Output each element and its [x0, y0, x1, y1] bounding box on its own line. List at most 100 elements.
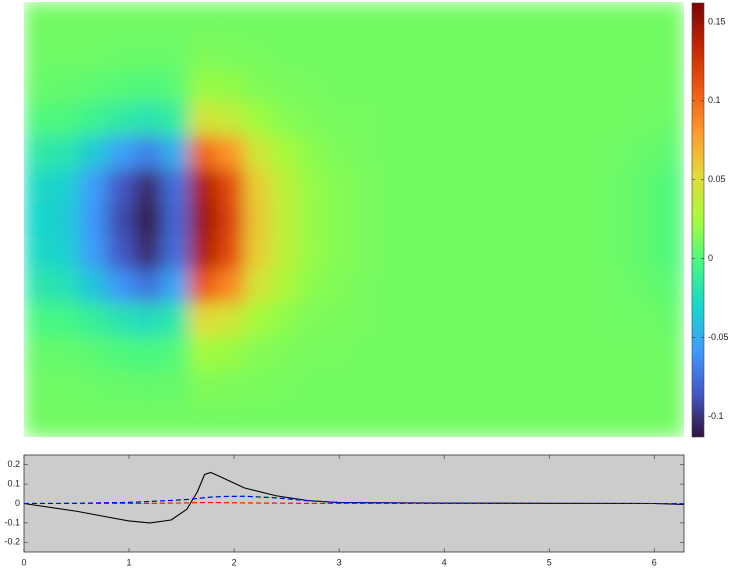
- heatmap-cell: [216, 68, 245, 103]
- heatmap-cell: [51, 35, 80, 70]
- heatmap-cell: [464, 336, 493, 371]
- heatmap-cell: [189, 35, 218, 70]
- heatmap-cell: [51, 102, 80, 137]
- series-line: [23, 471, 684, 524]
- heatmap-cell: [546, 269, 575, 304]
- heatmap-cell: [546, 336, 575, 371]
- heatmap-cell: [106, 135, 135, 170]
- heatmap-cell: [79, 236, 108, 271]
- heatmap-cell: [189, 269, 218, 304]
- heatmap-cell: [51, 202, 80, 237]
- heatmap-cell: [546, 202, 575, 237]
- heatmap-cell: [546, 135, 575, 170]
- heatmap-cell: [244, 202, 273, 237]
- heatmap-cell: [79, 169, 108, 204]
- heatmap-cell: [24, 236, 53, 271]
- heatmap-cell: [601, 202, 630, 237]
- heatmap-cell: [134, 202, 163, 237]
- heatmap-cell: [24, 102, 53, 137]
- heatmap-cell: [381, 202, 410, 237]
- heatmap-cell: [161, 35, 190, 70]
- heatmap-cell: [134, 370, 163, 405]
- heatmap-cell: [24, 35, 53, 70]
- heatmap-cell: [134, 2, 163, 37]
- heatmap-cell: [216, 403, 245, 437]
- colorbar-tick-label: 0.15: [708, 16, 726, 26]
- heatmap-cell: [216, 202, 245, 237]
- heatmap-cell: [409, 269, 438, 304]
- heatmap-cell: [106, 68, 135, 103]
- series-line: [23, 495, 684, 505]
- heatmap-cell: [271, 2, 300, 37]
- heatmap-cell: [326, 2, 355, 37]
- heatmap-cell: [546, 236, 575, 271]
- heatmap-cell: [244, 269, 273, 304]
- heatmap-cell: [381, 403, 410, 437]
- heatmap-cell: [436, 303, 465, 338]
- heatmap-cell: [546, 403, 575, 437]
- heatmap-cell: [656, 236, 684, 271]
- heatmap-cell: [161, 202, 190, 237]
- heatmap-cell: [161, 303, 190, 338]
- heatmap-cell: [546, 370, 575, 405]
- heatmap-cell: [161, 403, 190, 437]
- heatmap-cell: [601, 303, 630, 338]
- line-plot: -0.2 -0.1 0 0.1 0.2 0 1 2 3 4 5 6: [4, 454, 685, 567]
- heatmap-cell: [656, 336, 684, 371]
- heatmap-cell: [326, 236, 355, 271]
- heatmap-cell: [574, 2, 603, 37]
- heatmap-cell: [24, 202, 53, 237]
- heatmap-cell: [436, 370, 465, 405]
- heatmap-cell: [189, 336, 218, 371]
- heatmap-cell: [601, 102, 630, 137]
- heatmap-cell: [51, 135, 80, 170]
- colorbar-tick-label: -0.1: [708, 411, 724, 421]
- x-tick-label: 1: [127, 557, 132, 567]
- heatmap-cell: [299, 102, 328, 137]
- heatmap-cell: [189, 370, 218, 405]
- heatmap-cell: [216, 336, 245, 371]
- heatmap-cell: [629, 169, 658, 204]
- heatmap-cell: [134, 236, 163, 271]
- heatmap-cell: [601, 336, 630, 371]
- heatmap-cell: [216, 2, 245, 37]
- heatmap-cell: [24, 336, 53, 371]
- x-tick-label: 2: [232, 557, 237, 567]
- heatmap-cell: [491, 236, 520, 271]
- heatmap-cell: [464, 102, 493, 137]
- heatmap-cell: [436, 102, 465, 137]
- heatmap-cell: [546, 68, 575, 103]
- heatmap-cell: [79, 370, 108, 405]
- heatmap-cell: [271, 236, 300, 271]
- heatmap-cell: [134, 403, 163, 437]
- heatmap-cell: [189, 236, 218, 271]
- heatmap-cell: [519, 2, 548, 37]
- heatmap-cell: [79, 202, 108, 237]
- heatmap-cell: [326, 336, 355, 371]
- heatmap-cell: [106, 236, 135, 271]
- heatmap-cell: [271, 169, 300, 204]
- heatmap-cell: [189, 68, 218, 103]
- heatmap-cell: [134, 102, 163, 137]
- heatmap-cell: [574, 236, 603, 271]
- heatmap-cell: [51, 2, 80, 37]
- heatmap-cell: [24, 169, 53, 204]
- heatmap-cell: [601, 236, 630, 271]
- heatmap-cell: [574, 68, 603, 103]
- y-tick-label: 0.2: [7, 459, 20, 469]
- heatmap-cell: [299, 336, 328, 371]
- heatmap-cell: [491, 35, 520, 70]
- heatmap-cell: [574, 269, 603, 304]
- colorbar-tick-label: 0.05: [708, 174, 726, 184]
- heatmap-cell: [106, 403, 135, 437]
- heatmap-cell: [271, 370, 300, 405]
- heatmap-cell: [354, 202, 383, 237]
- heatmap-cell: [629, 303, 658, 338]
- heatmap-cell: [519, 35, 548, 70]
- heatmap-cell: [381, 336, 410, 371]
- heatmap-cell: [189, 102, 218, 137]
- heatmap-cell: [134, 135, 163, 170]
- heatmap-cell: [574, 303, 603, 338]
- heatmap-cell: [381, 2, 410, 37]
